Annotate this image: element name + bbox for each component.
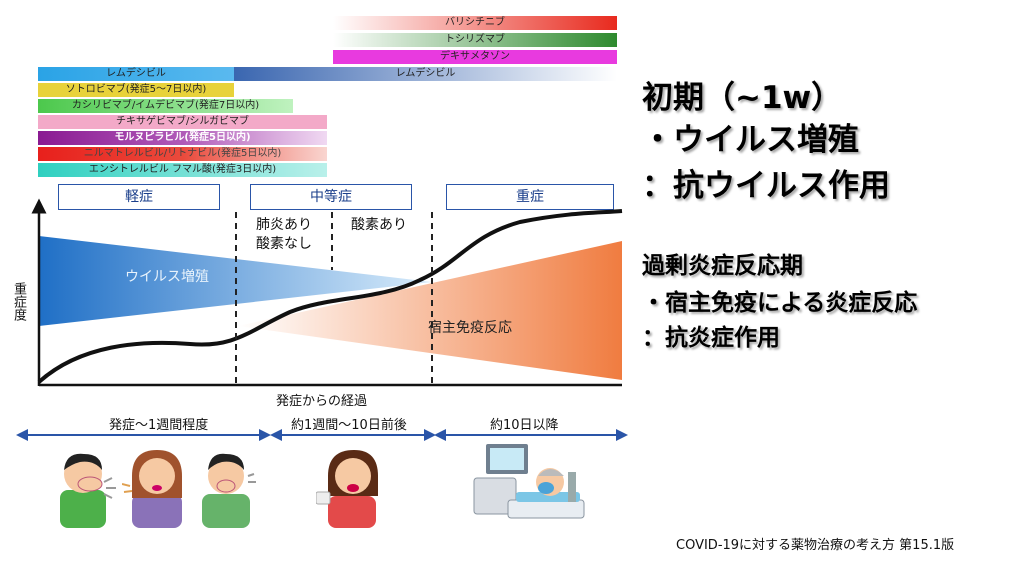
right-line-anti-inflammatory: ：抗炎症作用 xyxy=(642,325,780,351)
timeline-label-2: 約1週間～10日前後 xyxy=(291,418,407,433)
right-heading-initial: 初期（~1w） xyxy=(642,80,843,116)
bar-label: モルヌピラビル(発症5日以内) xyxy=(114,132,251,143)
moderate-sub-a-line2: 酸素なし xyxy=(256,236,312,252)
bar-label: バリシチニブ xyxy=(445,17,505,28)
bar-label: エンシトレルビル フマル酸(発症3日以内) xyxy=(88,164,277,175)
sneezing-man-icon xyxy=(202,453,256,528)
virus-label: ウイルス増殖 xyxy=(125,269,209,285)
right-heading-inflammation: 過剰炎症反応期 xyxy=(642,253,803,279)
bar-label: カシリビマブ/イムデビマブ(発症7日以内) xyxy=(71,100,260,111)
right-line-host-immunity: ・宿主免疫による炎症反応 xyxy=(642,290,918,316)
coughing-boy-icon xyxy=(60,453,116,528)
source-footer: COVID-19に対する薬物治療の考え方 第15.1版 xyxy=(676,538,955,553)
right-line-viral-replication: ・ウイルス増殖 xyxy=(642,122,859,158)
bar-label: レムデシビル xyxy=(395,68,456,79)
phase-severe: 重症 xyxy=(446,184,614,210)
immune-wedge xyxy=(238,241,622,380)
bar-casirivimab: カシリビマブ/イムデビマブ(発症7日以内) xyxy=(38,99,293,113)
phase-moderate: 中等症 xyxy=(250,184,412,210)
bar-dexamethasone: デキサメタゾン xyxy=(333,50,617,64)
phase-mild: 軽症 xyxy=(58,184,220,210)
hospitalized-patient-icon xyxy=(473,444,585,519)
bar-label: トシリズマブ xyxy=(445,34,505,45)
bar-label: ソトロビマブ(発症5～7日以内) xyxy=(65,84,207,95)
bar-tixagevimab: チキサゲビマブ/シルガビマブ xyxy=(38,115,327,129)
x-axis-label: 発症からの経過 xyxy=(276,394,368,409)
bar-ensitrelvir: エンシトレルビル フマル酸(発症3日以内) xyxy=(38,163,327,177)
immune-label: 宿主免疫反応 xyxy=(428,320,512,336)
phase-label: 軽症 xyxy=(125,189,153,205)
bar-label: チキサゲビマブ/シルガビマブ xyxy=(115,116,250,127)
sick-woman-icon xyxy=(122,450,182,528)
phase-label: 中等症 xyxy=(310,189,352,205)
bar-sotrovimab: ソトロビマブ(発症5～7日以内) xyxy=(38,83,234,97)
bar-tocilizumab: トシリズマブ xyxy=(333,33,617,47)
bar-remdesivir-early: レムデシビル xyxy=(38,67,234,81)
bar-baricitinib: バリシチニブ xyxy=(333,16,617,30)
moderate-sub-a-line1: 肺炎あり xyxy=(256,217,312,233)
moderate-sub-b: 酸素あり xyxy=(351,217,407,233)
right-line-antiviral: ：抗ウイルス作用 xyxy=(642,168,890,204)
bar-remdesivir-late: レムデシビル xyxy=(234,67,617,81)
feverish-woman-icon xyxy=(316,450,378,528)
bar-molnupiravir: モルヌピラビル(発症5日以内) xyxy=(38,131,327,145)
bar-nirmatrelvir: ニルマトレルビル/リトナビル(発症5日以内) xyxy=(38,147,327,161)
bar-label: ニルマトレルビル/リトナビル(発症5日以内) xyxy=(83,148,282,159)
bar-label: デキサメタゾン xyxy=(440,51,510,62)
phase-label: 重症 xyxy=(516,189,544,205)
timeline-label-3: 約10日以降 xyxy=(490,418,559,433)
bar-label: レムデシビル xyxy=(106,68,166,79)
y-axis-label: 重症度 xyxy=(11,282,26,321)
timeline-label-1: 発症～1週間程度 xyxy=(109,418,209,433)
severity-curve xyxy=(37,209,623,384)
